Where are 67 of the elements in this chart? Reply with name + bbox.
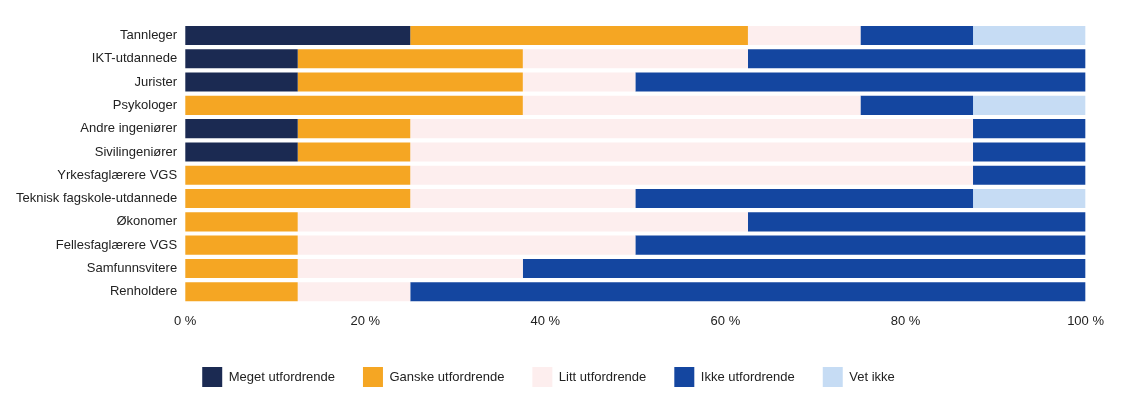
y-tick-label: Økonomer [116, 213, 178, 229]
y-tick-label: Tannleger [120, 27, 178, 43]
bar [297, 212, 748, 232]
bar [297, 49, 523, 69]
y-tick-label: Samfunnsvitere [86, 260, 178, 276]
bar [522, 49, 748, 69]
y-tick-label: Yrkesfaglærere VGS [57, 166, 178, 182]
x-tick-label: 60 % [710, 312, 741, 328]
bar [747, 49, 1086, 69]
y-tick-label: IKT-utdannede [91, 50, 178, 66]
legend-label: Meget utfordrende [228, 368, 335, 384]
bar [185, 142, 298, 162]
legend-label: Vet ikke [849, 368, 895, 384]
bar [297, 282, 411, 302]
bar [185, 258, 298, 278]
x-tick-label: 100 % [1067, 312, 1105, 328]
bar [185, 49, 298, 69]
y-tick-label: Sivilingeniører [94, 143, 178, 159]
bar [973, 165, 1086, 185]
bar [410, 189, 636, 209]
bar [522, 95, 861, 115]
x-tick-label: 40 % [530, 312, 561, 328]
y-tick-label: Andre ingeniører [80, 120, 178, 136]
y-tick-label: Psykologer [112, 96, 178, 112]
bar [635, 235, 1086, 255]
x-tick-label: 80 % [890, 312, 921, 328]
bar [185, 165, 411, 185]
bar [297, 235, 636, 255]
bar [185, 95, 523, 115]
bar [297, 72, 523, 92]
bar [185, 119, 298, 139]
bar [522, 258, 1086, 278]
bar [973, 142, 1086, 162]
y-tick-label: Jurister [134, 73, 178, 89]
bar [860, 25, 974, 45]
bar [522, 72, 636, 92]
bar [410, 25, 748, 45]
legend-label: Ikke utfordrende [700, 368, 795, 384]
legend-label: Litt utfordrende [558, 368, 647, 384]
y-tick-label: Teknisk fagskole-utdannede [15, 190, 178, 206]
bar [185, 25, 411, 45]
bar [410, 119, 974, 139]
bar [410, 282, 1086, 302]
legend-label: Ganske utfordrende [389, 368, 505, 384]
bar [297, 119, 411, 139]
bar [185, 282, 298, 302]
bar [410, 165, 974, 185]
bar [860, 95, 974, 115]
bar [410, 142, 974, 162]
y-tick-label: Renholdere [109, 283, 178, 299]
x-tick-label: 20 % [350, 312, 381, 328]
bar [747, 25, 861, 45]
bar [297, 142, 411, 162]
bar [185, 235, 298, 255]
bar [185, 189, 411, 209]
x-tick-label: 0 % [173, 312, 197, 328]
bar [973, 95, 1086, 115]
y-tick-label: Fellesfaglærere VGS [55, 236, 178, 252]
bar [635, 189, 974, 209]
bar [185, 72, 298, 92]
bar [973, 189, 1086, 209]
bar [297, 258, 523, 278]
bar [973, 25, 1086, 45]
bar [635, 72, 1086, 92]
bar [747, 212, 1086, 232]
bar [973, 119, 1086, 139]
bar [185, 212, 298, 232]
